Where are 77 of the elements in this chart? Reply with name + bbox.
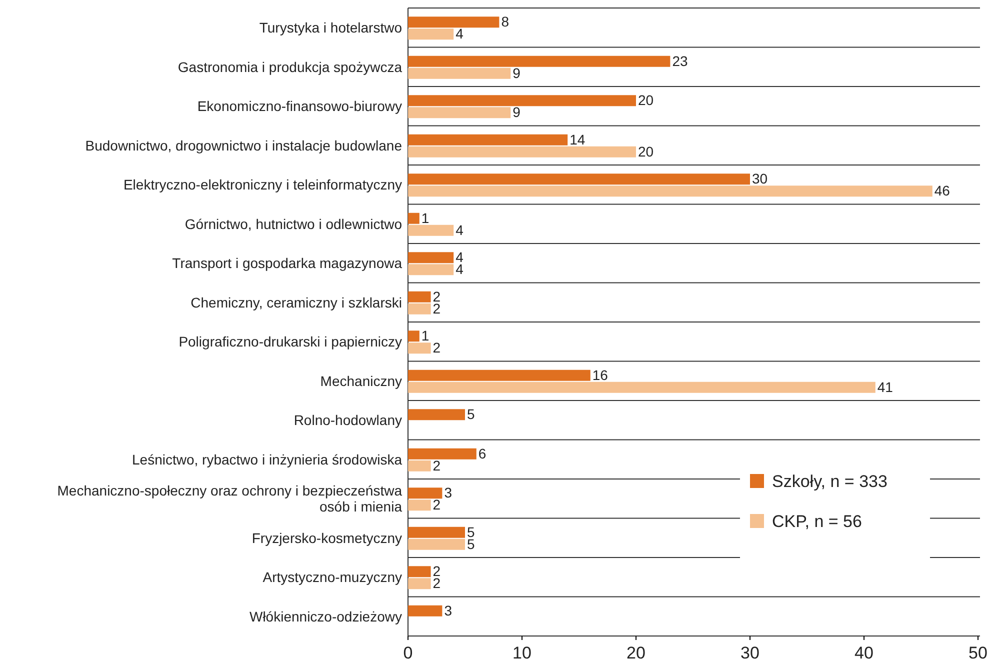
data-label: 2 <box>432 496 441 513</box>
y-tick-label: Mechaniczno-społeczny oraz ochrony i bezpieczeństwa osób i mienia <box>57 482 402 515</box>
data-label: 9 <box>512 104 521 120</box>
bar <box>408 409 465 420</box>
y-tick-label: Poligraficzno-drukarski i papierniczy <box>178 334 402 350</box>
data-label: 1 <box>421 210 430 226</box>
x-tick-label: 30 <box>740 643 760 662</box>
bar <box>408 28 454 40</box>
y-tick-label: Ekonomiczno-finansowo-biurowy <box>197 98 402 114</box>
y-tick-label: Fryzjersko-kosmetyczny <box>252 530 402 546</box>
bar <box>408 330 420 342</box>
data-label: 46 <box>934 182 950 199</box>
y-tick-label: Transport i gospodarka magazynowa <box>172 255 402 272</box>
bar <box>408 500 431 511</box>
data-label: 16 <box>592 366 608 383</box>
y-tick-label: Leśnictwo, rybactwo i inżynieria środowiska <box>132 451 402 468</box>
data-label: 9 <box>512 64 521 81</box>
bar <box>408 107 511 118</box>
data-label: 14 <box>570 131 586 148</box>
bar <box>408 370 590 381</box>
bar <box>408 605 442 616</box>
x-tick-label: 0 <box>403 643 413 662</box>
y-tick-label: Włókienniczo-odzieżowy <box>249 608 402 624</box>
data-label: 3 <box>444 602 452 618</box>
x-tick-label: 40 <box>854 643 874 662</box>
data-label: 1 <box>421 328 430 344</box>
data-label: 2 <box>432 340 441 356</box>
y-tick-label: Elektryczno-elektroniczny i teleinformatyczny <box>123 176 402 193</box>
x-tick-label: 20 <box>626 643 646 662</box>
x-tick-label: 50 <box>968 643 988 662</box>
data-label: 20 <box>638 143 654 160</box>
data-label: 3 <box>444 484 452 501</box>
data-label: 8 <box>501 14 510 30</box>
bar <box>408 342 431 354</box>
data-label: 41 <box>877 378 894 395</box>
bar <box>408 56 670 67</box>
bar <box>408 146 636 158</box>
bar <box>408 488 442 499</box>
bar <box>408 538 465 550</box>
legend-label: Szkoły, n = 333 <box>772 472 888 491</box>
bar <box>408 578 431 590</box>
bar <box>408 303 431 314</box>
data-label: 2 <box>432 457 441 474</box>
bar <box>408 382 876 393</box>
y-tick-label: Turystyka i hotelarstwo <box>259 20 402 36</box>
bar <box>408 252 454 264</box>
bar <box>408 68 511 79</box>
bar <box>408 16 500 28</box>
data-label: 6 <box>478 445 486 462</box>
x-tick-label: 10 <box>512 643 532 662</box>
data-label: 20 <box>638 92 654 108</box>
y-tick-label: Gastronomia i produkcja spożywcza <box>178 58 402 75</box>
legend-label: CKP, n = 56 <box>772 512 862 531</box>
bar <box>408 212 420 224</box>
data-label: 4 <box>456 26 464 42</box>
y-tick-label: Budownictwo, drogownictwo i instalacje budowlane <box>85 137 402 154</box>
data-label: 30 <box>752 170 768 187</box>
bar <box>408 186 932 197</box>
y-tick-label: Mechaniczny <box>320 372 402 389</box>
bar <box>408 264 454 276</box>
data-label: 5 <box>467 524 475 540</box>
bar <box>408 174 750 185</box>
data-label: 23 <box>672 52 688 69</box>
data-label: 4 <box>456 222 464 238</box>
bar <box>408 95 636 106</box>
bar <box>408 291 431 302</box>
bar <box>408 448 476 460</box>
bar <box>408 526 465 538</box>
data-label: 5 <box>467 406 475 422</box>
bar <box>408 224 454 236</box>
bar <box>408 460 431 472</box>
bar <box>408 134 568 146</box>
y-tick-label: Artystyczno-muzyczny <box>262 569 402 586</box>
y-tick-label: Chemiczny, ceramiczny i szklarski <box>190 294 402 310</box>
y-tick-label: Górnictwo, hutnictwo i odlewnictwo <box>184 216 402 232</box>
bar <box>408 566 431 578</box>
y-tick-label: Rolno-hodowlany <box>294 412 402 428</box>
